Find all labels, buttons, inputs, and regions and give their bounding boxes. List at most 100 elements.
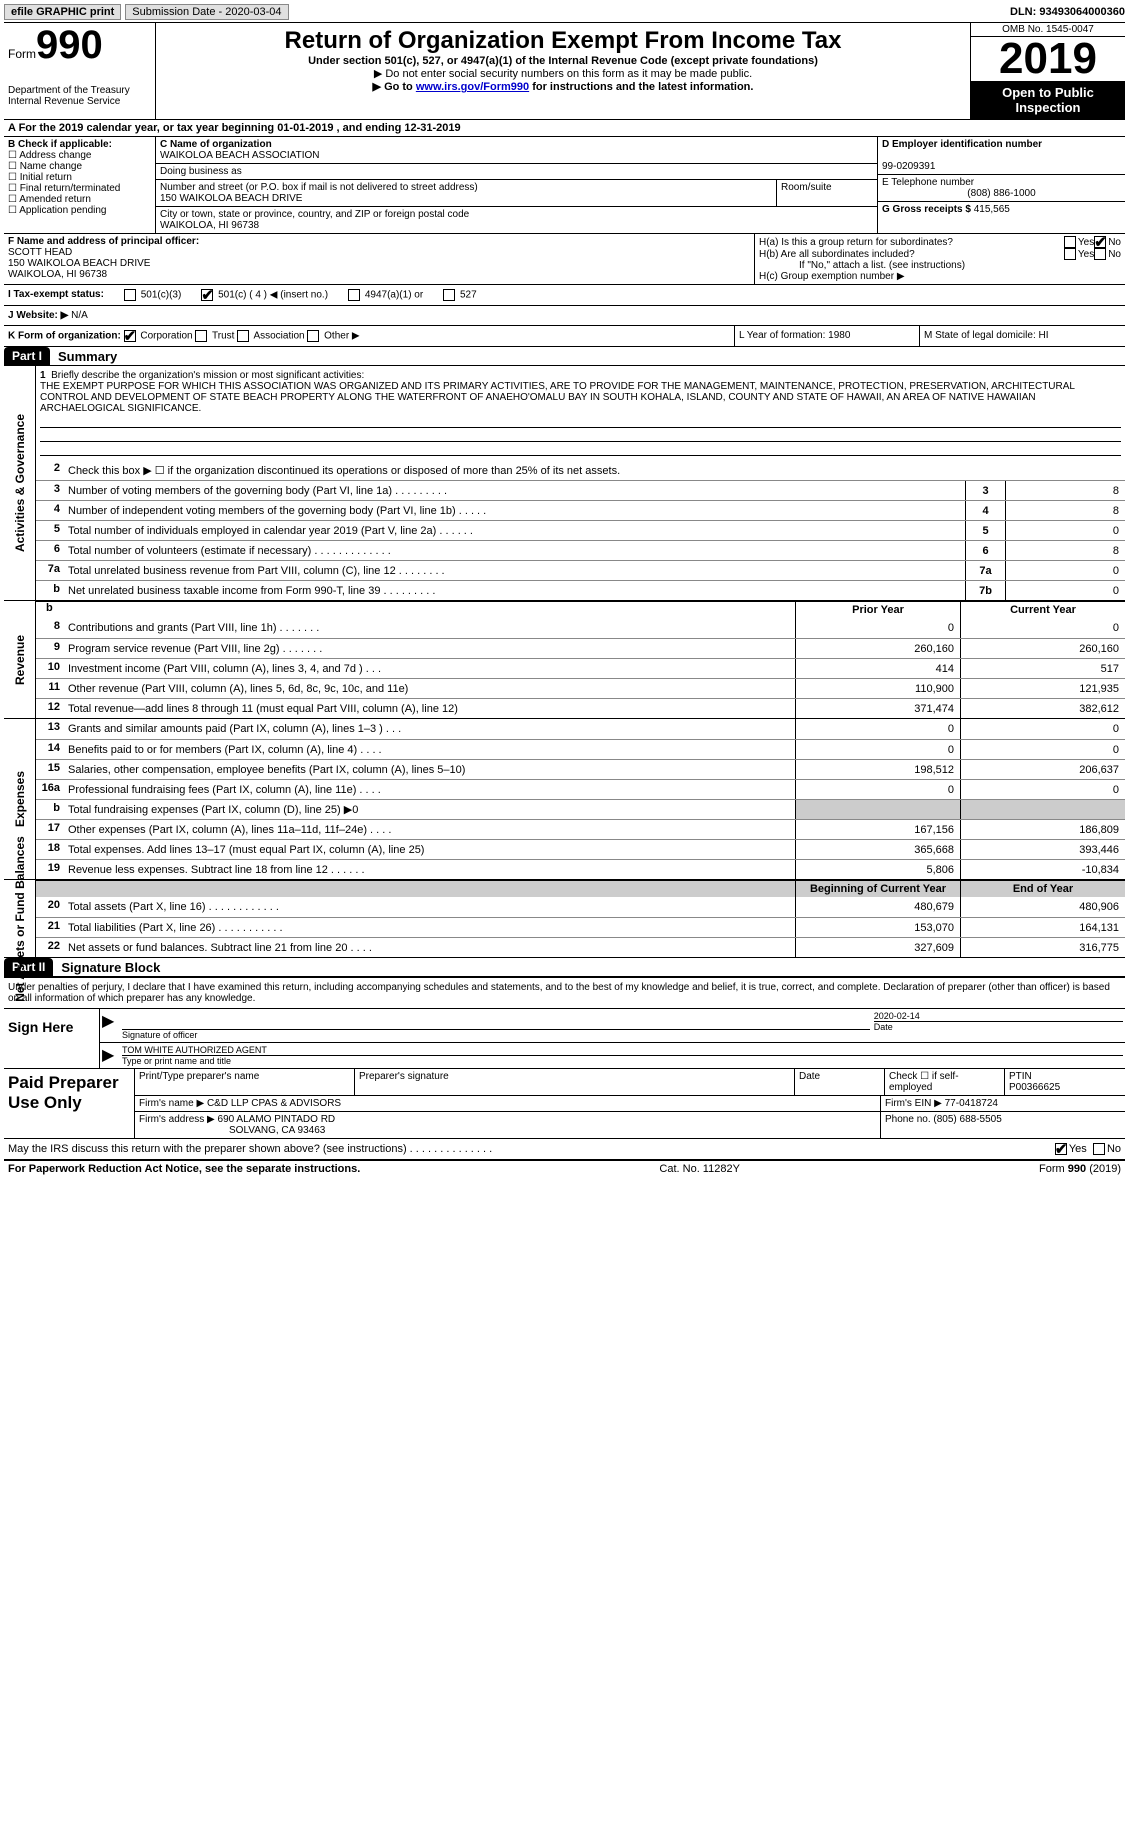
cb-final[interactable]: Final return/terminated xyxy=(20,183,121,194)
hdr-prior: Prior Year xyxy=(795,602,960,618)
city-lbl: City or town, state or province, country… xyxy=(160,209,469,220)
officer-addr1: 150 WAIKOLOA BEACH DRIVE xyxy=(8,258,150,269)
firm-phone: (805) 688-5505 xyxy=(933,1114,1001,1125)
data-line: 9Program service revenue (Part VIII, lin… xyxy=(36,638,1125,658)
vlabel-rev: Revenue xyxy=(13,634,27,684)
submission-date: Submission Date - 2020-03-04 xyxy=(125,4,288,20)
ha-yes[interactable] xyxy=(1064,236,1076,248)
note-ssn: ▶ Do not enter social security numbers o… xyxy=(160,67,966,80)
hb-note: If "No," attach a list. (see instruction… xyxy=(759,260,1121,271)
gov-line: 2Check this box ▶ ☐ if the organization … xyxy=(36,460,1125,480)
gov-line: 7aTotal unrelated business revenue from … xyxy=(36,560,1125,580)
org-name: WAIKOLOA BEACH ASSOCIATION xyxy=(160,150,319,161)
ha-no[interactable] xyxy=(1094,236,1106,248)
hb-yes[interactable] xyxy=(1064,248,1076,260)
prep-selfemp[interactable]: Check ☐ if self-employed xyxy=(885,1069,1005,1095)
ptin-val: P00366625 xyxy=(1009,1082,1060,1093)
room-lbl: Room/suite xyxy=(777,180,877,206)
hc-lbl: H(c) Group exemption number ▶ xyxy=(759,271,1121,282)
mission-lbl: Briefly describe the organization's miss… xyxy=(51,370,364,381)
efile-print-btn[interactable]: efile GRAPHIC print xyxy=(4,4,121,20)
form-header: Form990 Department of the Treasury Inter… xyxy=(4,22,1125,119)
hdr-begin: Beginning of Current Year xyxy=(795,881,960,897)
foot-mid: Cat. No. 11282Y xyxy=(360,1163,1039,1175)
col-b: B Check if applicable: ☐ Address change … xyxy=(4,137,156,233)
part1-hdr: Part I xyxy=(4,347,50,365)
part1-title: Summary xyxy=(50,349,117,364)
ck-527[interactable] xyxy=(443,289,455,301)
website-val: N/A xyxy=(71,310,88,321)
year-formation: L Year of formation: 1980 xyxy=(735,326,920,346)
sig-arrow2: ▶ xyxy=(100,1043,120,1068)
prep-name-lbl: Print/Type preparer's name xyxy=(135,1069,355,1095)
part2-hdr: Part II xyxy=(4,958,53,976)
data-line: 16aProfessional fundraising fees (Part I… xyxy=(36,779,1125,799)
data-line: 12Total revenue—add lines 8 through 11 (… xyxy=(36,698,1125,718)
top-bar: efile GRAPHIC print Submission Date - 20… xyxy=(4,4,1125,20)
hb-no[interactable] xyxy=(1094,248,1106,260)
ck-corp[interactable] xyxy=(124,330,136,342)
ck-4947[interactable] xyxy=(348,289,360,301)
data-line: 15Salaries, other compensation, employee… xyxy=(36,759,1125,779)
sig-officer-lbl: Signature of officer xyxy=(122,1029,870,1040)
i-lbl: I Tax-exempt status: xyxy=(8,289,104,301)
sig-date: 2020-02-14 xyxy=(874,1011,1123,1021)
k-lbl: K Form of organization: xyxy=(8,331,121,342)
prep-date-lbl: Date xyxy=(795,1069,885,1095)
open-to-public: Open to Public Inspection xyxy=(971,81,1125,119)
discuss-no[interactable] xyxy=(1093,1143,1105,1155)
officer-lbl: F Name and address of principal officer: xyxy=(8,236,199,247)
form-number: 990 xyxy=(36,23,103,67)
dept-label: Department of the Treasury Internal Reve… xyxy=(8,85,151,107)
c-name-lbl: C Name of organization xyxy=(160,139,272,150)
note2-pre: ▶ Go to xyxy=(373,81,416,93)
data-line: bTotal fundraising expenses (Part IX, co… xyxy=(36,799,1125,819)
cb-application[interactable]: Application pending xyxy=(19,205,106,216)
addr-lbl: Number and street (or P.O. box if mail i… xyxy=(160,182,478,193)
state-domicile: M State of legal domicile: HI xyxy=(920,326,1125,346)
firm-name-lbl: Firm's name ▶ xyxy=(139,1098,204,1109)
form-title: Return of Organization Exempt From Incom… xyxy=(160,27,966,55)
sig-name: TOM WHITE AUTHORIZED AGENT xyxy=(122,1045,1123,1055)
prep-sig-lbl: Preparer's signature xyxy=(355,1069,795,1095)
ck-trust[interactable] xyxy=(195,330,207,342)
phone-lbl: E Telephone number xyxy=(882,177,974,188)
firm-addr-lbl: Firm's address ▶ xyxy=(139,1114,215,1125)
ein-lbl: D Employer identification number xyxy=(882,139,1042,150)
sig-arrow1: ▶ xyxy=(100,1009,120,1042)
ck-other[interactable] xyxy=(307,330,319,342)
ck-assoc[interactable] xyxy=(237,330,249,342)
form-label: Form xyxy=(8,47,36,61)
mission-text: THE EXEMPT PURPOSE FOR WHICH THIS ASSOCI… xyxy=(40,381,1075,414)
sig-date-lbl: Date xyxy=(874,1021,1123,1032)
data-line: 14Benefits paid to or for members (Part … xyxy=(36,739,1125,759)
gov-line: bNet unrelated business taxable income f… xyxy=(36,580,1125,600)
hdr-curr: Current Year xyxy=(960,602,1125,618)
data-line: 8Contributions and grants (Part VIII, li… xyxy=(36,618,1125,638)
cb-initial[interactable]: Initial return xyxy=(20,172,72,183)
ck-501c[interactable] xyxy=(201,289,213,301)
cb-name[interactable]: Name change xyxy=(20,161,82,172)
sign-here: Sign Here xyxy=(4,1009,99,1068)
part2-title: Signature Block xyxy=(53,960,160,975)
irs-link[interactable]: www.irs.gov/Form990 xyxy=(416,81,529,93)
data-line: 20Total assets (Part X, line 16) . . . .… xyxy=(36,897,1125,917)
data-line: 10Investment income (Part VIII, column (… xyxy=(36,658,1125,678)
discuss-yes[interactable] xyxy=(1055,1143,1067,1155)
sig-type-lbl: Type or print name and title xyxy=(122,1055,1123,1066)
vlabel-net: Net Assets or Fund Balances xyxy=(13,836,27,1002)
officer-name: SCOTT HEAD xyxy=(8,247,72,258)
firm-ein-lbl: Firm's EIN ▶ xyxy=(885,1098,942,1109)
firm-name: C&D LLP CPAS & ADVISORS xyxy=(207,1098,341,1109)
data-line: 11Other revenue (Part VIII, column (A), … xyxy=(36,678,1125,698)
ptin-lbl: PTIN xyxy=(1009,1071,1032,1082)
gross-lbl: G Gross receipts $ xyxy=(882,204,971,215)
data-line: 17Other expenses (Part IX, column (A), l… xyxy=(36,819,1125,839)
officer-addr2: WAIKOLOA, HI 96738 xyxy=(8,269,107,280)
ck-501c3[interactable] xyxy=(124,289,136,301)
ein-val: 99-0209391 xyxy=(882,161,935,172)
cb-amended[interactable]: Amended return xyxy=(19,194,91,205)
discuss-text: May the IRS discuss this return with the… xyxy=(8,1143,1055,1155)
cb-address[interactable]: Address change xyxy=(19,150,91,161)
dln: DLN: 93493064000360 xyxy=(1010,6,1125,18)
